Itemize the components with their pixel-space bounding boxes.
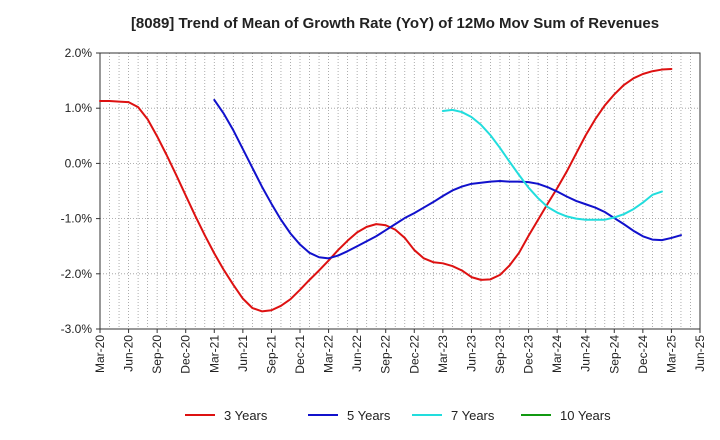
legend-label: 10 Years xyxy=(560,408,611,423)
x-tick-label: Jun-23 xyxy=(464,335,478,372)
y-tick-label: -1.0% xyxy=(61,212,93,226)
x-tick-label: Sep-22 xyxy=(379,335,393,374)
series-line-3-years xyxy=(99,68,673,313)
chart-title: [8089] Trend of Mean of Growth Rate (YoY… xyxy=(131,15,659,32)
x-tick-label: Mar-21 xyxy=(207,335,221,373)
x-tick-label: Dec-23 xyxy=(522,335,536,374)
series-line-5-years xyxy=(213,98,682,260)
x-tick-label: Mar-20 xyxy=(93,335,107,373)
x-tick-label: Jun-21 xyxy=(236,335,250,372)
x-tick-label: Jun-25 xyxy=(693,335,707,372)
x-tick-label: Mar-25 xyxy=(664,335,678,373)
x-tick-label: Dec-20 xyxy=(179,335,193,374)
legend-label: 5 Years xyxy=(347,408,391,423)
legend: 3 Years 5 Years 7 Years 10 Years xyxy=(185,408,611,423)
x-tick-label: Mar-24 xyxy=(550,335,564,373)
x-tick-label: Jun-24 xyxy=(579,335,593,372)
y-tick-label: 1.0% xyxy=(65,101,93,115)
x-tick-label: Dec-24 xyxy=(636,335,650,374)
grid xyxy=(100,52,700,330)
x-tick-label: Mar-22 xyxy=(322,335,336,373)
x-tick-label: Sep-24 xyxy=(607,335,621,374)
y-tick-label: -2.0% xyxy=(61,267,93,281)
x-tick-label: Jun-22 xyxy=(350,335,364,372)
x-tick-label: Sep-20 xyxy=(150,335,164,374)
plot-area xyxy=(99,52,701,330)
x-tick-label: Mar-23 xyxy=(436,335,450,373)
y-tick-label: 0.0% xyxy=(65,156,93,170)
y-tick-label: 2.0% xyxy=(65,46,93,60)
legend-label: 7 Years xyxy=(451,408,495,423)
y-tick-label: -3.0% xyxy=(61,322,93,336)
x-axis: Mar-20 Jun-20 Sep-20 Dec-20 Mar-21 Jun-21 Sep-… xyxy=(93,329,707,374)
legend-label: 3 Years xyxy=(224,408,268,423)
x-tick-label: Sep-23 xyxy=(493,335,507,374)
x-tick-label: Dec-22 xyxy=(407,335,421,374)
x-tick-label: Sep-21 xyxy=(264,335,278,374)
series-lines xyxy=(99,68,682,313)
x-tick-label: Dec-21 xyxy=(293,335,307,374)
series-line-7-years xyxy=(441,108,663,221)
x-tick-label: Jun-20 xyxy=(122,335,136,372)
y-axis: 2.0% 1.0% 0.0% -1.0% -2.0% -3.0% xyxy=(61,46,100,336)
